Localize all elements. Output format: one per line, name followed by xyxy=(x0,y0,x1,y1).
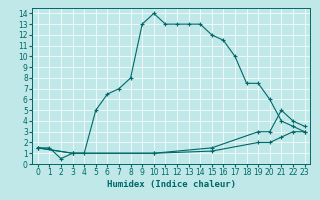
X-axis label: Humidex (Indice chaleur): Humidex (Indice chaleur) xyxy=(107,180,236,189)
